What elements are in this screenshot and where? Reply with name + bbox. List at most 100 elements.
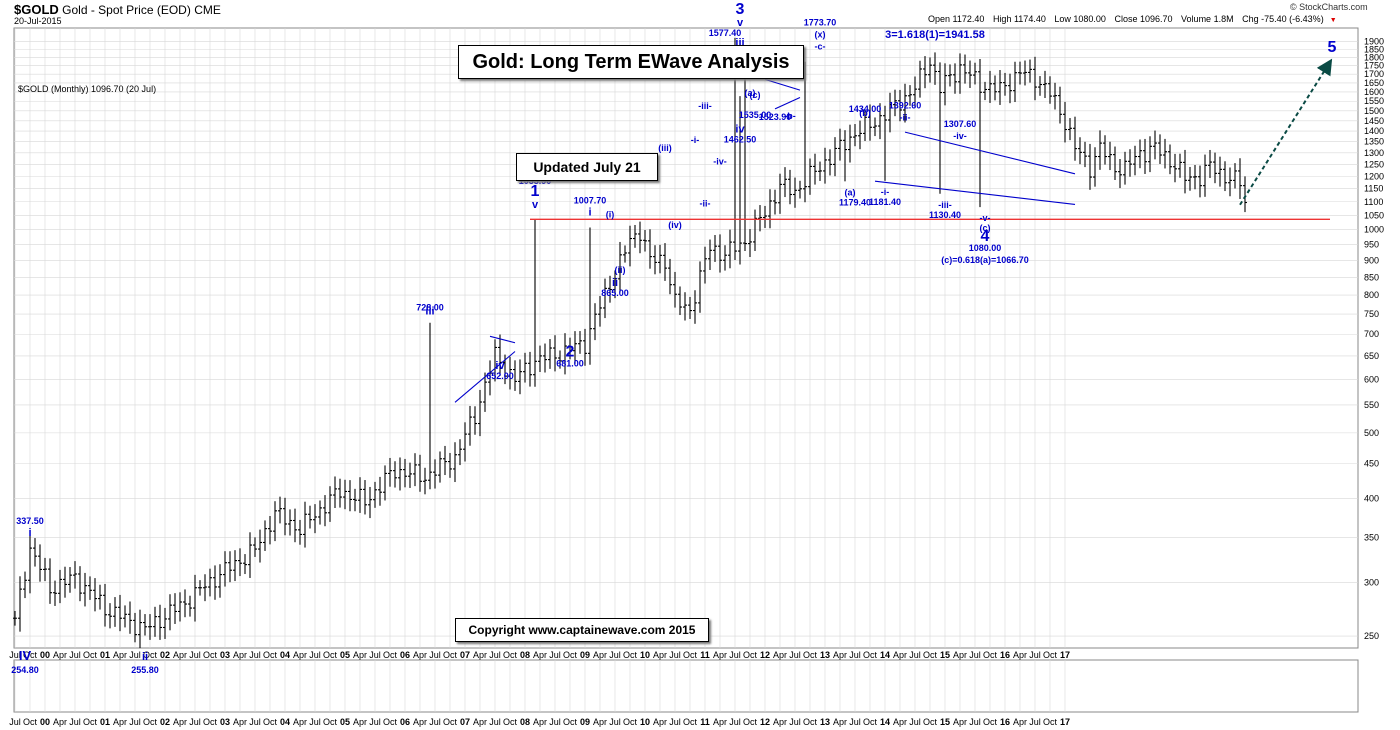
y-tick-label: 750	[1364, 309, 1379, 319]
x-tick-label: Oct	[623, 650, 638, 660]
ohlc-bar	[358, 477, 362, 513]
price-label: 1535.00	[739, 110, 772, 120]
stat-low: Low 1080.00	[1054, 14, 1106, 24]
ohlc-bar	[313, 504, 317, 534]
x-tick-label: Jul	[549, 717, 561, 727]
price-label: 255.80	[131, 665, 159, 675]
ohlc-bar	[88, 576, 92, 600]
x-tick-label: Jul	[549, 650, 561, 660]
ohlc-bar	[973, 62, 977, 85]
x-tick-label: Apr	[1013, 650, 1027, 660]
ohlc-bar	[738, 96, 742, 265]
ohlc-bar	[863, 109, 867, 142]
ohlc-bar	[78, 566, 82, 602]
x-tick-label: Jul	[429, 650, 441, 660]
ohlc-bar	[1158, 134, 1162, 164]
ohlc-bar	[338, 478, 342, 508]
ohlc-bar	[1153, 130, 1157, 160]
wave-label: 1	[531, 183, 540, 200]
x-tick-label: Apr	[713, 717, 727, 727]
y-tick-label: 1200	[1364, 171, 1384, 181]
ohlc-bar	[383, 465, 387, 501]
x-tick-label: Oct	[563, 650, 578, 660]
x-tick-label: Jul	[9, 717, 21, 727]
x-tick-label: Oct	[143, 650, 158, 660]
x-tick-label: Apr	[233, 717, 247, 727]
ohlc-bar	[1148, 136, 1152, 173]
trendline	[904, 131, 1076, 175]
ohlc-bar	[473, 406, 477, 435]
ohlc-bar	[63, 566, 67, 598]
ohlc-bar	[228, 551, 232, 583]
ohlc-bar	[248, 532, 252, 578]
x-tick-label: Jul	[969, 717, 981, 727]
wave-label: (b)	[859, 108, 871, 118]
trendline	[774, 96, 801, 110]
wave-label: v	[532, 199, 539, 211]
ohlc-bar	[993, 75, 997, 101]
ohlc-bar	[83, 572, 87, 607]
x-tick-label: Oct	[743, 717, 758, 727]
ohlc-bar	[1123, 151, 1127, 185]
ohlc-bar	[913, 76, 917, 108]
x-tick-label: Apr	[953, 650, 967, 660]
wave-label: iii	[735, 37, 744, 49]
ohlc-bar	[1023, 60, 1027, 86]
ohlc-bar	[318, 500, 322, 525]
ohlc-bar	[483, 372, 487, 412]
x-tick-label: Jul	[849, 717, 861, 727]
wave-label: 4	[981, 228, 990, 245]
x-tick-label: 08	[520, 650, 530, 660]
ohlc-bar	[353, 488, 357, 512]
ohlc-bar	[393, 461, 397, 488]
x-tick-label: Apr	[233, 650, 247, 660]
x-tick-label: Jul	[369, 717, 381, 727]
ohlc-bar	[148, 614, 152, 640]
lower-panel	[13, 659, 1359, 713]
ohlc-bar	[788, 169, 792, 205]
wave-label: -i-	[691, 135, 700, 145]
x-tick-label: Apr	[833, 650, 847, 660]
x-tick-label: 07	[460, 650, 470, 660]
x-tick-label: Jul	[129, 650, 141, 660]
x-tick-label: Apr	[893, 650, 907, 660]
x-tick-label: 00	[40, 650, 50, 660]
ohlc-bar	[1108, 141, 1112, 171]
x-tick-label: 04	[280, 650, 290, 660]
x-tick-label: Oct	[683, 650, 698, 660]
x-tick-label: Jul	[9, 650, 21, 660]
ohlc-bar	[778, 173, 782, 214]
ohlc-bar	[853, 124, 857, 147]
y-tick-label: 1350	[1364, 137, 1384, 147]
x-tick-label: Apr	[593, 717, 607, 727]
ohlc-bar	[1203, 154, 1207, 197]
stat-open: Open 1172.40	[928, 14, 985, 24]
x-tick-label: Jul	[189, 650, 201, 660]
x-tick-label: Oct	[683, 717, 698, 727]
ohlc-bar	[1008, 73, 1012, 104]
ohlc-bar	[1243, 176, 1247, 213]
ohlc-bar	[743, 71, 747, 252]
ohlc-bar	[218, 564, 222, 598]
ohlc-bar	[153, 606, 157, 637]
ohlc-bar	[468, 405, 472, 446]
ohlc-bar	[213, 565, 217, 600]
ohlc-bar	[1063, 101, 1067, 143]
ohlc-bar	[198, 580, 202, 596]
ohlc-bar	[558, 350, 562, 369]
x-tick-label: 11	[700, 717, 710, 727]
y-tick-label: 400	[1364, 493, 1379, 503]
y-tick-label: 1050	[1364, 210, 1384, 220]
x-tick-label: Oct	[263, 650, 278, 660]
ohlc-bar	[1213, 152, 1217, 184]
ohlc-bar	[598, 296, 602, 327]
ohlc-bar	[833, 137, 837, 177]
trendline	[764, 78, 801, 91]
x-tick-label: Jul	[129, 717, 141, 727]
ohlc-bar	[113, 597, 117, 627]
ohlc-stats: Open 1172.40 High 1174.40 Low 1080.00 Cl…	[928, 14, 1337, 24]
x-tick-label: Apr	[353, 650, 367, 660]
ohlc-bar	[1083, 141, 1087, 168]
legend-text: $GOLD (Monthly) 1096.70 (20 Jul)	[18, 84, 156, 94]
wave-label: 3	[736, 1, 745, 18]
